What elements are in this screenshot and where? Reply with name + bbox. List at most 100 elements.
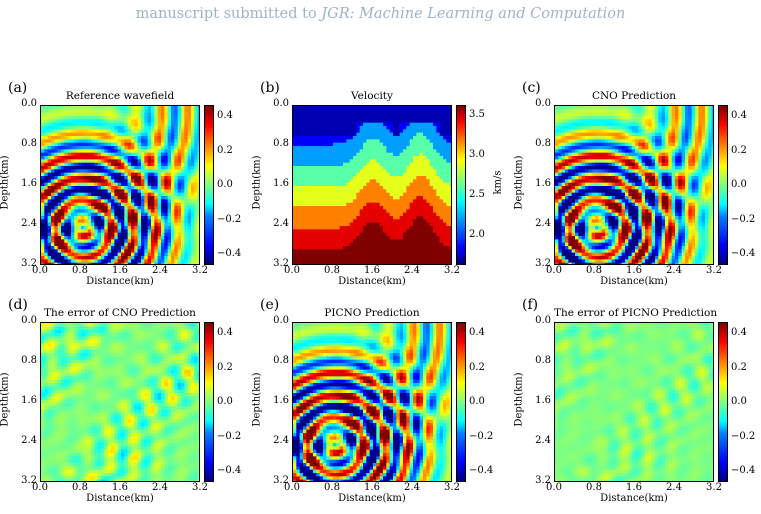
heatmap-cell xyxy=(157,249,162,253)
heatmap-cell xyxy=(303,126,307,130)
heatmap-cell xyxy=(61,262,65,264)
heatmap-cell xyxy=(376,219,380,223)
heatmap-cell xyxy=(177,152,182,157)
heatmap-cell xyxy=(164,256,168,260)
heatmap-cell xyxy=(151,242,155,247)
heatmap-cell xyxy=(303,212,307,217)
heatmap-cell xyxy=(91,142,95,147)
heatmap-cell xyxy=(164,119,168,123)
heatmap-cell xyxy=(558,256,562,260)
heatmap-cell xyxy=(77,166,82,170)
heatmap-cell xyxy=(575,122,579,127)
heatmap-cell xyxy=(51,159,55,163)
heatmap-cell xyxy=(154,262,158,264)
heatmap-cell xyxy=(399,232,404,237)
heatmap-cell xyxy=(303,219,307,223)
heatmap-cell xyxy=(81,209,85,213)
heatmap-cell xyxy=(429,179,434,183)
heatmap-cell xyxy=(184,106,188,110)
heatmap-cell xyxy=(94,176,98,180)
heatmap-cell xyxy=(161,142,165,147)
heatmap-cell xyxy=(91,126,95,130)
heatmap-cell xyxy=(71,259,75,263)
heatmap-cell xyxy=(449,236,451,240)
heatmap-cell xyxy=(389,236,394,240)
heatmap-cell xyxy=(449,239,451,243)
heatmap-cell xyxy=(141,146,145,150)
heatmap-cell xyxy=(356,176,360,180)
heatmap-cell xyxy=(117,176,122,180)
heatmap-cell xyxy=(177,129,182,133)
heatmap-cell xyxy=(64,216,68,220)
heatmap-cell xyxy=(197,106,199,110)
heatmap-cell xyxy=(346,156,350,160)
heatmap-cell xyxy=(104,162,108,167)
heatmap-cell xyxy=(184,219,188,223)
heatmap-cell xyxy=(171,162,175,167)
heatmap-cell xyxy=(41,152,45,157)
heatmap-cell xyxy=(197,109,199,113)
heatmap-cell xyxy=(299,142,304,147)
heatmap-cell xyxy=(84,112,88,117)
heatmap-cell xyxy=(107,242,112,247)
heatmap-cell xyxy=(449,139,451,143)
heatmap-cell xyxy=(386,169,390,173)
heatmap-cell xyxy=(293,119,297,123)
heatmap-cell xyxy=(67,219,72,223)
heatmap-cell xyxy=(349,232,354,237)
heatmap-cell xyxy=(94,142,98,147)
heatmap-cell xyxy=(558,259,562,263)
colorbar-tick-label: −0.2 xyxy=(217,213,242,225)
heatmap-cell xyxy=(383,179,387,183)
heatmap-cell xyxy=(366,212,370,217)
heatmap-cell xyxy=(117,262,122,264)
heatmap-cell xyxy=(386,206,390,210)
heatmap-cell xyxy=(74,179,78,183)
y-tick-label: 1.6 xyxy=(21,178,37,189)
heatmap-cell xyxy=(309,172,314,177)
heatmap-cell xyxy=(41,252,45,257)
heatmap-cell xyxy=(77,219,82,223)
heatmap-cell xyxy=(194,189,198,193)
heatmap-cell xyxy=(141,172,145,177)
heatmap-cell xyxy=(97,109,102,113)
heatmap-cell xyxy=(356,236,360,240)
heatmap-cell xyxy=(167,166,172,170)
heatmap-cell xyxy=(177,249,182,253)
heatmap-cell xyxy=(439,142,444,147)
heatmap-cell xyxy=(313,246,317,250)
heatmap-cell xyxy=(575,226,579,230)
heatmap-cell xyxy=(197,189,199,193)
heatmap-cell xyxy=(74,172,78,177)
heatmap-cell xyxy=(147,206,152,210)
heatmap-cell xyxy=(184,192,188,197)
heatmap-cell xyxy=(184,239,188,243)
heatmap-cell xyxy=(54,182,58,187)
heatmap-cell xyxy=(147,192,152,197)
heatmap-cell xyxy=(555,192,559,197)
heatmap-cell xyxy=(174,146,178,150)
heatmap-cell xyxy=(353,172,357,177)
heatmap-cell xyxy=(121,239,125,243)
heatmap-cell xyxy=(124,146,128,150)
heatmap-cell xyxy=(293,112,297,117)
heatmap-cell xyxy=(161,189,165,193)
heatmap-cell xyxy=(423,149,427,153)
heatmap-cell xyxy=(423,242,427,247)
heatmap-cell xyxy=(67,222,72,227)
heatmap-cell xyxy=(157,146,162,150)
heatmap-cell xyxy=(333,116,337,120)
heatmap-cell xyxy=(316,166,320,170)
heatmap-cell xyxy=(87,109,92,113)
heatmap-cell xyxy=(423,132,427,137)
heatmap-cell xyxy=(137,262,142,264)
heatmap-cell xyxy=(161,179,165,183)
heatmap-cell xyxy=(97,142,102,147)
heatmap-cell xyxy=(389,186,394,190)
heatmap-cell xyxy=(127,242,132,247)
heatmap-cell xyxy=(313,156,317,160)
heatmap-cell xyxy=(413,239,417,243)
heatmap-cell xyxy=(443,249,447,253)
heatmap-cell xyxy=(296,149,300,153)
heatmap-cell xyxy=(346,239,350,243)
